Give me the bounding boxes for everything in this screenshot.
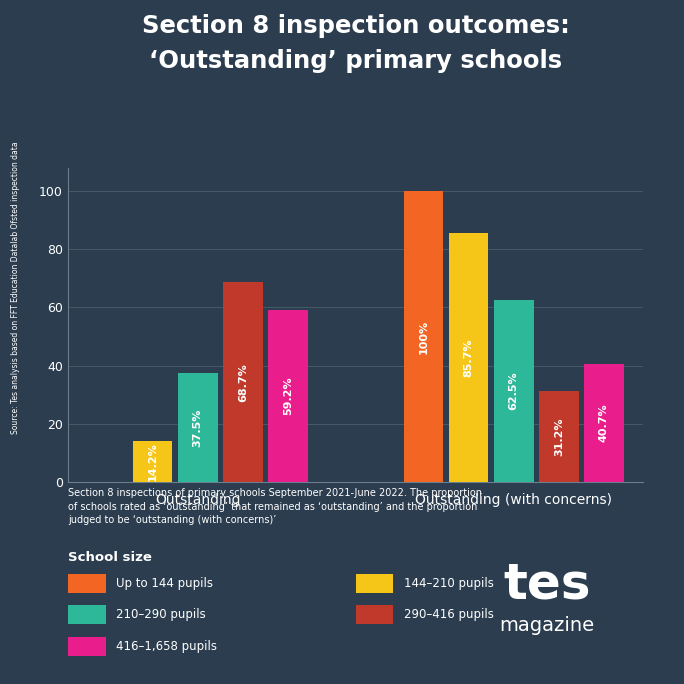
Text: 62.5%: 62.5% [509,372,518,410]
Bar [268,310,308,482]
Text: 85.7%: 85.7% [464,338,473,377]
Text: magazine: magazine [499,616,595,635]
Bar [223,282,263,482]
Text: Source: Tes analysis based on FFT Education Datalab Ofsted inspection data: Source: Tes analysis based on FFT Educat… [10,141,20,434]
Text: 37.5%: 37.5% [193,408,202,447]
Bar [178,373,218,482]
Text: Section 8 inspection outcomes:: Section 8 inspection outcomes: [142,14,570,38]
Text: 40.7%: 40.7% [599,404,609,443]
Text: Section 8 inspections of primary schools September 2021-June 2022. The proportio: Section 8 inspections of primary schools… [68,488,482,525]
Text: 14.2%: 14.2% [148,442,157,481]
Bar [449,233,488,482]
Text: School size: School size [68,551,153,564]
Text: tes: tes [503,561,591,609]
Bar [539,391,579,482]
Text: 144–210 pupils: 144–210 pupils [404,577,493,590]
Text: 290–416 pupils: 290–416 pupils [404,608,493,622]
Bar [133,441,172,482]
Text: 416–1,658 pupils: 416–1,658 pupils [116,640,218,653]
Text: 68.7%: 68.7% [238,363,248,402]
Text: ‘Outstanding’ primary schools: ‘Outstanding’ primary schools [149,49,562,73]
Text: Up to 144 pupils: Up to 144 pupils [116,577,213,590]
Bar [404,191,443,482]
Text: 31.2%: 31.2% [554,417,564,456]
Bar [584,364,624,482]
Text: 210–290 pupils: 210–290 pupils [116,608,206,622]
Text: 59.2%: 59.2% [283,377,293,415]
Text: 100%: 100% [419,319,428,354]
Bar [494,300,534,482]
